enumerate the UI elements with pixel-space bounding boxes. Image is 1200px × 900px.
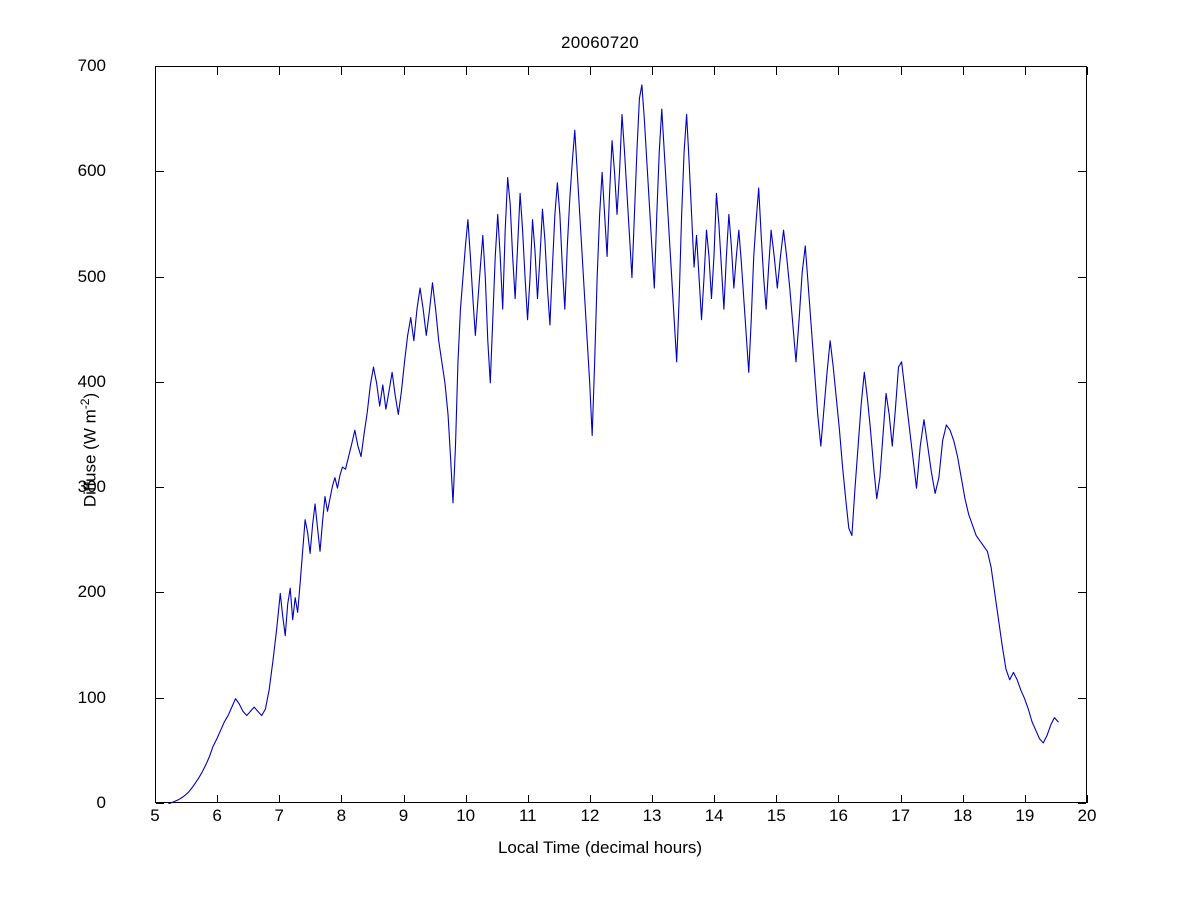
y-tick-label: 100 [77,687,106,707]
y-tick-label: 400 [77,371,106,391]
y-tick-mark [156,66,164,67]
x-axis-label: Local Time (decimal hours) [497,838,703,857]
y-tick-mark [156,277,164,278]
y-axis-label-exponent: -2 [78,398,92,410]
y-tick-mark [156,382,164,383]
chart-title: 20060720 [560,33,640,52]
x-tick-label: 6 [212,806,222,825]
y-tick-mark-right [1078,277,1086,278]
x-tick-label: 18 [953,806,973,825]
y-tick-mark-right [1078,382,1086,383]
x-tick-label: 10 [456,806,476,825]
x-tick-mark-top [279,67,280,75]
y-tick-mark-right [1078,66,1086,67]
x-tick-mark [404,795,405,803]
x-tick-mark [217,795,218,803]
x-tick-label: 15 [766,806,786,825]
x-tick-mark-top [1087,67,1088,75]
y-tick-mark [156,803,164,804]
x-tick-mark-top [901,67,902,75]
data-line-series [167,84,1059,804]
y-tick-mark [156,171,164,172]
x-tick-mark-top [590,67,591,75]
x-tick-label: 7 [274,806,284,825]
y-tick-label: 0 [96,793,106,812]
y-axis-label: Diffuse (W m-2) [78,0,106,900]
x-tick-mark-top [776,67,777,75]
y-tick-mark-right [1078,698,1086,699]
x-tick-mark [776,795,777,803]
y-tick-mark-right [1078,803,1086,804]
x-tick-label: 20 [1077,806,1097,825]
x-tick-mark-top [838,67,839,75]
y-tick-mark [156,698,164,699]
x-tick-label: 14 [704,806,724,825]
x-tick-label: 12 [580,806,600,825]
y-tick-label: 500 [77,266,106,286]
x-tick-mark [466,795,467,803]
x-tick-label: 13 [642,806,662,825]
x-tick-label: 8 [336,806,347,825]
y-tick-mark [156,487,164,488]
y-tick-mark-right [1078,171,1086,172]
x-tick-label: 17 [891,806,911,825]
y-tick-mark-right [1078,487,1086,488]
y-axis-label-text: Diffuse (W m [80,409,100,508]
plot-area [155,66,1087,804]
x-tick-mark-top [404,67,405,75]
x-tick-label: 5 [150,806,160,825]
x-tick-label: 16 [828,806,848,825]
x-tick-mark-top [714,67,715,75]
x-tick-mark-top [466,67,467,75]
y-tick-label: 600 [77,161,106,181]
x-tick-mark-top [155,67,156,75]
x-tick-mark [341,795,342,803]
x-tick-mark [652,795,653,803]
x-tick-mark-top [1025,67,1026,75]
y-tick-label: 300 [77,477,106,497]
y-tick-mark-right [1078,592,1086,593]
x-tick-mark [590,795,591,803]
x-tick-mark [838,795,839,803]
y-axis-label-tail: ) [80,392,100,399]
diffuse-line [167,84,1059,804]
x-tick-mark-top [652,67,653,75]
x-tick-mark-top [217,67,218,75]
y-tick-mark [156,592,164,593]
x-tick-mark [279,795,280,803]
x-tick-mark [901,795,902,803]
x-tick-label: 9 [398,806,409,825]
x-tick-mark [528,795,529,803]
x-tick-mark-top [528,67,529,75]
x-tick-label: 11 [518,806,537,825]
x-tick-mark [155,795,156,803]
x-tick-mark-top [963,67,964,75]
x-tick-mark [1087,795,1088,803]
x-tick-mark [1025,795,1026,803]
x-tick-mark [963,795,964,803]
y-tick-label: 200 [77,582,106,602]
y-tick-label: 700 [77,56,106,75]
x-tick-label: 19 [1015,806,1035,825]
x-tick-mark [714,795,715,803]
x-tick-mark-top [341,67,342,75]
